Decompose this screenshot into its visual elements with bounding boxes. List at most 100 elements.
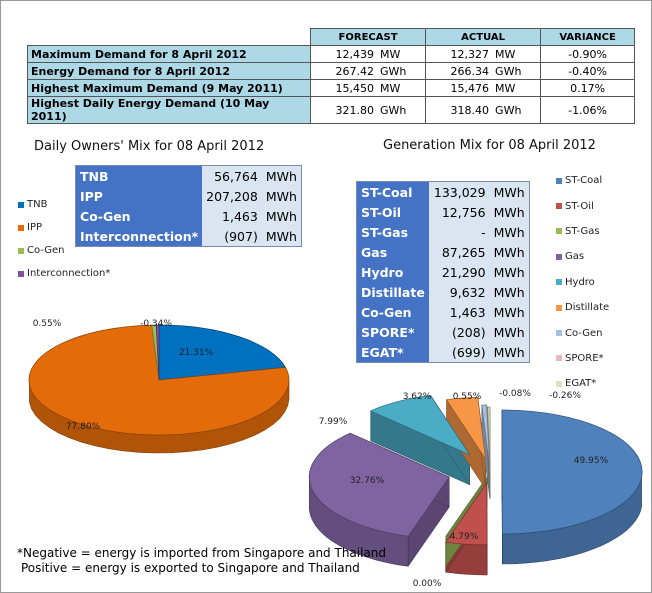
mix-label: Distillate <box>356 282 430 302</box>
mix-unit: MWh <box>261 165 302 186</box>
data-label: -0.26% <box>549 391 581 401</box>
pie-slice-gas <box>308 432 450 537</box>
legend-item: IPP <box>18 216 110 239</box>
mix-unit: MWh <box>489 342 530 363</box>
legend-label: Co-Gen <box>27 245 65 256</box>
actual-value: 318.40 <box>425 96 493 124</box>
demand-row: Highest Daily Energy Demand (10 May 2011… <box>27 96 635 124</box>
mix-row: ST-Gas - MWh <box>356 222 530 242</box>
pie-slice-stgas <box>445 476 488 537</box>
mix-unit: MWh <box>489 302 530 322</box>
legend-label: Co-Gen <box>565 327 603 339</box>
legend-item: Interconnection* <box>18 262 110 285</box>
legend-item: ST-Gas <box>556 219 609 244</box>
mix-value: 21,290 <box>429 262 490 282</box>
mix-value: (208) <box>429 322 490 342</box>
legend-label: EGAT* <box>565 378 597 390</box>
actual-value: 12,327 <box>425 45 493 63</box>
legend-swatch <box>18 270 24 277</box>
mix-unit: MWh <box>489 181 530 202</box>
demand-label: Highest Maximum Demand (9 May 2011) <box>27 79 311 97</box>
mix-row: ST-Oil 12,756 MWh <box>356 202 530 222</box>
owners-pie <box>28 324 290 454</box>
mix-label: ST-Oil <box>356 202 430 222</box>
mix-label: ST-Coal <box>356 181 430 202</box>
mix-unit: MWh <box>261 206 302 226</box>
legend-item: Co-Gen <box>556 320 609 345</box>
demand-label: Energy Demand for 8 April 2012 <box>27 62 311 80</box>
header-forecast: FORECAST <box>309 28 427 46</box>
mix-label: Co-Gen <box>75 206 203 226</box>
mix-row: ST-Coal 133,029 MWh <box>356 181 530 202</box>
legend-label: ST-Coal <box>565 175 603 187</box>
pie-slice-cogen <box>481 404 490 468</box>
mix-label: Interconnection* <box>75 226 203 247</box>
mix-unit: MWh <box>489 202 530 222</box>
mix-label: TNB <box>75 165 203 186</box>
legend-swatch <box>556 177 562 184</box>
legend-item: EGAT* <box>556 371 609 396</box>
owners-mix-table: TNB 56,764 MWh IPP 207,208 MWh Co-Gen 1,463 MWh I… <box>75 165 302 247</box>
legend-label: ST-Oil <box>565 200 594 212</box>
mix-row: TNB 56,764 MWh <box>75 165 302 186</box>
data-label: 0.55% <box>33 319 62 329</box>
demand-table: FORECAST ACTUAL VARIANCE Maximum Demand … <box>27 28 635 124</box>
mix-value: (699) <box>429 342 490 363</box>
legend-label: SPORE* <box>565 352 604 364</box>
legend-swatch <box>556 380 562 387</box>
pie-slice-tnb <box>158 324 287 381</box>
legend-swatch <box>18 247 24 254</box>
mix-unit: MWh <box>261 186 302 206</box>
mix-unit: MWh <box>489 222 530 242</box>
pie-slice-ipp <box>28 324 290 436</box>
footnote-line-2: Positive = energy is exported to Singapo… <box>21 561 360 575</box>
variance-value: -1.06% <box>540 96 635 124</box>
mix-label: Hydro <box>356 262 430 282</box>
legend-label: IPP <box>27 222 43 233</box>
data-label: 0.00% <box>413 579 442 589</box>
mix-label: Gas <box>356 242 430 262</box>
data-label: 77.80% <box>66 422 101 432</box>
footnote-line-1: *Negative = energy is imported from Sing… <box>17 546 387 560</box>
data-label: 49.95% <box>574 456 609 466</box>
mix-row: EGAT* (699) MWh <box>356 342 530 363</box>
legend-label: ST-Gas <box>565 225 600 237</box>
data-label: -0.34% <box>140 319 172 329</box>
mix-value: 1,463 <box>429 302 490 322</box>
legend-label: Gas <box>565 251 585 263</box>
legend-label: Distillate <box>565 302 610 314</box>
forecast-value: 321.80 <box>309 96 377 124</box>
owners-mix-title: Daily Owners' Mix for 08 April 2012 <box>34 139 265 154</box>
legend-item: ST-Coal <box>556 168 609 193</box>
mix-unit: MWh <box>489 322 530 342</box>
variance-value: 0.17% <box>540 79 635 97</box>
data-label: 0.55% <box>453 392 482 402</box>
demand-label: Maximum Demand for 8 April 2012 <box>27 45 311 63</box>
data-label: 4.79% <box>450 532 479 542</box>
demand-row: Energy Demand for 8 April 2012 267.42 GWh 2… <box>27 62 635 80</box>
mix-value: 1,463 <box>202 206 262 226</box>
demand-row: Maximum Demand for 8 April 2012 12,439 MW 1… <box>27 45 635 63</box>
mix-row: Co-Gen 1,463 MWh <box>75 206 302 226</box>
data-label: 3.62% <box>403 392 432 402</box>
mix-value: 133,029 <box>429 181 490 202</box>
mix-value: 207,208 <box>202 186 262 206</box>
legend-label: Interconnection* <box>27 268 111 279</box>
legend-item: SPORE* <box>556 346 609 371</box>
generation-mix-table: ST-Coal 133,029 MWh ST-Oil 12,756 MWh ST-Gas - M… <box>356 181 530 363</box>
mix-label: ST-Gas <box>356 222 430 242</box>
legend-swatch <box>556 203 562 210</box>
forecast-unit: GWh <box>376 96 427 124</box>
pie-slice-stoil <box>445 481 488 546</box>
legend-label: Hydro <box>565 276 595 288</box>
legend-swatch <box>18 224 24 231</box>
generation-pie <box>308 394 643 576</box>
mix-unit: MWh <box>261 226 302 247</box>
mix-label: Co-Gen <box>356 302 430 322</box>
legend-item: Co-Gen <box>18 239 110 262</box>
mix-value: 56,764 <box>202 165 262 186</box>
pie-slice-stcoal <box>501 409 643 535</box>
pie-slice-distillate <box>445 396 486 460</box>
data-label: 7.99% <box>319 417 348 427</box>
